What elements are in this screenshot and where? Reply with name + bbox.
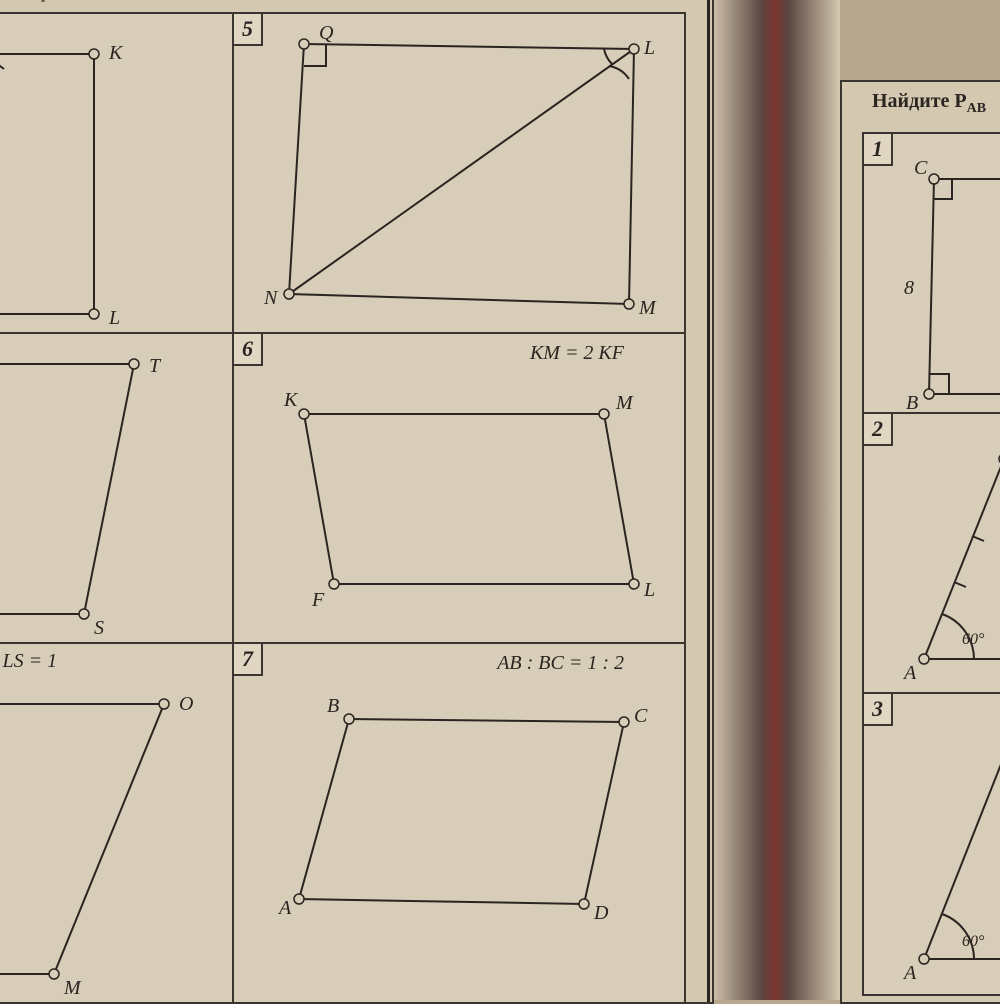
- cell-5: 5 Q L M N: [232, 12, 686, 336]
- svg-text:L: L: [643, 579, 655, 601]
- svg-text:C: C: [634, 705, 648, 727]
- svg-text:M: M: [615, 392, 634, 414]
- svg-text:N: N: [263, 287, 279, 309]
- svg-text:B: B: [327, 695, 339, 717]
- svg-text:K: K: [283, 389, 299, 411]
- page-gap: [710, 0, 840, 1000]
- svg-text:B: B: [906, 392, 918, 414]
- svg-text:F: F: [311, 589, 325, 611]
- svg-text:C: C: [914, 157, 928, 179]
- svg-text:S: S: [94, 617, 104, 639]
- svg-text:A: A: [902, 662, 917, 684]
- right-page: Найдите PAB 1 C B 8 2 D A 60°: [840, 80, 1000, 1004]
- svg-text:L: L: [643, 37, 655, 59]
- svg-text:A: A: [902, 962, 917, 984]
- cell-7: 7 AB : BC = 1 : 2 B C D A: [232, 642, 686, 1004]
- cell-left-mid: T S: [0, 332, 236, 646]
- svg-text:60°: 60°: [962, 933, 985, 950]
- cell-6: 6 KM = 2 KF K M F L: [232, 332, 686, 646]
- svg-text:T: T: [149, 355, 162, 377]
- header-text: рамма, если P = 36.: [42, 0, 209, 3]
- svg-text:L: L: [108, 307, 120, 329]
- cell-r3: 3 B A 60°: [862, 692, 1000, 996]
- svg-text:D: D: [593, 902, 609, 924]
- svg-text:M: M: [638, 297, 657, 319]
- cell-left-top: K L: [0, 12, 236, 336]
- svg-text:60°: 60°: [962, 631, 985, 648]
- left-page-right-border: [707, 0, 710, 1002]
- svg-text:A: A: [277, 897, 292, 919]
- cell-r2: 2 D A 60°: [862, 412, 1000, 696]
- svg-text:M: M: [63, 977, 82, 999]
- right-header: Найдите PAB: [872, 90, 986, 117]
- svg-text:K: K: [108, 42, 124, 64]
- svg-text:8: 8: [904, 277, 914, 299]
- cell-r1: 1 C B 8: [862, 132, 1000, 416]
- cell-left-bot: − LS = 1 O M: [0, 642, 236, 1004]
- left-page: рамма, если P = 36. K L T S − LS = 1 O M: [0, 0, 714, 1004]
- svg-text:Q: Q: [319, 22, 334, 44]
- svg-text:O: O: [179, 693, 193, 715]
